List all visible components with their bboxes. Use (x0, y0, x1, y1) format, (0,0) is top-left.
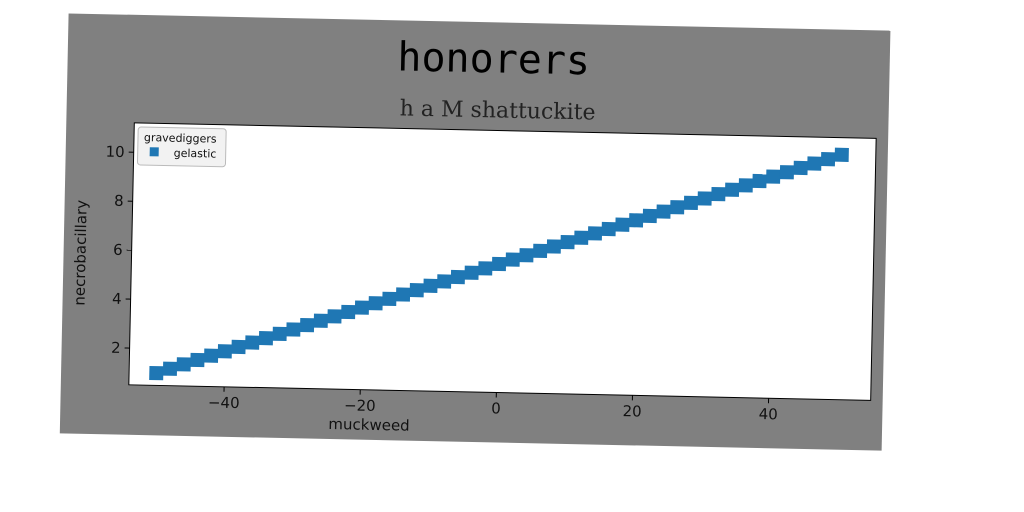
data-point (176, 357, 191, 372)
data-point (190, 352, 205, 368)
data-point (642, 208, 657, 224)
data-point (779, 165, 795, 180)
data-point (670, 200, 685, 215)
y-tick-label: 2 (111, 339, 121, 357)
data-point (820, 152, 836, 167)
data-point (245, 335, 260, 350)
data-point (149, 365, 164, 381)
x-tick-label: 20 (622, 402, 641, 420)
data-point (395, 287, 411, 302)
data-point (437, 274, 452, 289)
data-point (697, 191, 712, 206)
data-point (423, 278, 438, 293)
x-tick-label: 40 (759, 405, 778, 423)
x-axis-label: muckweed (328, 415, 410, 435)
data-point (587, 226, 603, 241)
data-point (491, 256, 507, 272)
data-point (217, 344, 232, 359)
data-point (505, 252, 520, 267)
data-point (382, 291, 397, 307)
data-point (409, 283, 424, 298)
data-point (711, 186, 726, 202)
data-point (368, 296, 383, 311)
y-tick-label: 4 (112, 290, 122, 308)
data-point (656, 204, 671, 219)
data-point (834, 147, 849, 162)
data-point (478, 261, 493, 276)
data-point (327, 309, 342, 324)
data-point (272, 326, 287, 341)
data-point (519, 248, 534, 263)
data-point (450, 269, 466, 285)
data-point (299, 317, 315, 333)
data-point (738, 178, 753, 193)
data-point (162, 361, 178, 376)
data-point (793, 160, 808, 176)
legend-swatch (149, 147, 159, 157)
data-point (204, 348, 219, 363)
data-point (628, 213, 644, 228)
legend-box (136, 126, 227, 168)
chart-subtitle: h a M shattuckite (400, 96, 596, 125)
data-point (546, 239, 562, 254)
chart-title: honorers (397, 34, 591, 84)
y-tick-label: 6 (113, 241, 123, 259)
legend: gravediggers gelastic (136, 126, 227, 168)
data-point (341, 304, 356, 320)
x-tick-label: 0 (491, 399, 501, 417)
data-point (286, 322, 301, 337)
y-tick-label: 10 (105, 143, 124, 161)
x-tick-label: −20 (344, 396, 376, 415)
data-point (807, 156, 822, 171)
data-point (533, 243, 548, 259)
data-point (464, 265, 479, 280)
data-point (752, 173, 767, 189)
x-tick-label: −40 (208, 393, 240, 412)
data-point (258, 331, 274, 346)
data-point (601, 221, 616, 237)
data-point (313, 313, 328, 328)
y-tick-label: 8 (114, 192, 124, 210)
data-point (766, 169, 781, 184)
data-point (615, 217, 630, 232)
data-point (354, 300, 370, 315)
data-point (560, 235, 575, 250)
data-point (574, 230, 589, 245)
legend-label: gelastic (174, 147, 217, 161)
data-point (683, 195, 699, 210)
data-point (724, 182, 740, 197)
scatter-series (149, 147, 849, 381)
legend-title: gravediggers (144, 131, 217, 146)
y-axis-label: necrobacillary (70, 200, 90, 306)
data-point (231, 339, 246, 355)
axis-ticks: −40 −20 0 20 40 2 4 6 8 10 (105, 143, 778, 424)
